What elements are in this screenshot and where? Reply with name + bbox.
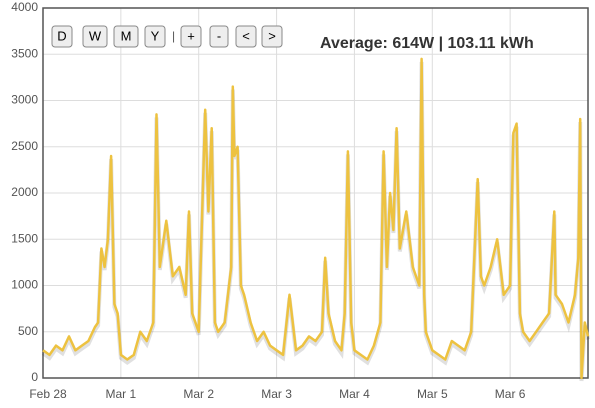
lines [41,57,590,382]
button-label: Y [151,28,160,43]
y-tick-label: 1500 [11,231,38,245]
button[interactable]: D [51,25,73,48]
x-tick-label: Mar 1 [106,387,137,401]
button-label: - [217,28,221,43]
button-label: + [187,28,195,43]
button[interactable]: M [113,25,139,48]
separator: | [172,29,175,43]
button-label: > [268,28,276,43]
button[interactable]: > [261,25,283,48]
y-tick-label: 2500 [11,139,38,153]
button[interactable]: + [180,25,202,48]
y-tick-label: 3000 [11,93,38,107]
summary: Average: 614W | 103.11 kWh [320,35,534,52]
button-label: M [121,28,132,43]
y-tick-label: 2000 [11,185,38,199]
grid [42,7,588,379]
button[interactable]: - [209,25,229,48]
x-tick-label: Mar 4 [339,387,370,401]
x-tick-label: Mar 6 [495,387,526,401]
button[interactable]: Y [144,25,166,48]
button-frame [209,25,229,48]
button-label: D [57,28,66,43]
x-tick-label: Mar 2 [183,387,214,401]
button[interactable]: W [82,25,108,48]
button-frame [144,25,166,48]
x-tick-label: Mar 5 [417,387,448,401]
y-tick-label: 4000 [11,0,38,14]
toolbar: D W M Y + - < > [51,25,283,48]
x-tick-label: Mar 3 [261,387,292,401]
y-tick-label: 3500 [11,46,38,60]
y-tick-label: 1000 [11,278,38,292]
button-frame [113,25,139,48]
button-label: < [242,28,250,43]
line-shadow [41,61,590,382]
line [42,57,590,380]
button-frame [82,25,108,48]
x-tick-label: Feb 28 [29,387,67,401]
button-frame [235,25,257,48]
button-frame [180,25,202,48]
button-frame [51,25,73,48]
button-frame [261,25,283,48]
plot-border [42,7,589,379]
y-tick-label: 500 [18,324,38,338]
button[interactable]: < [235,25,257,48]
button-label: W [89,28,102,43]
y-tick-label: 0 [31,370,38,384]
